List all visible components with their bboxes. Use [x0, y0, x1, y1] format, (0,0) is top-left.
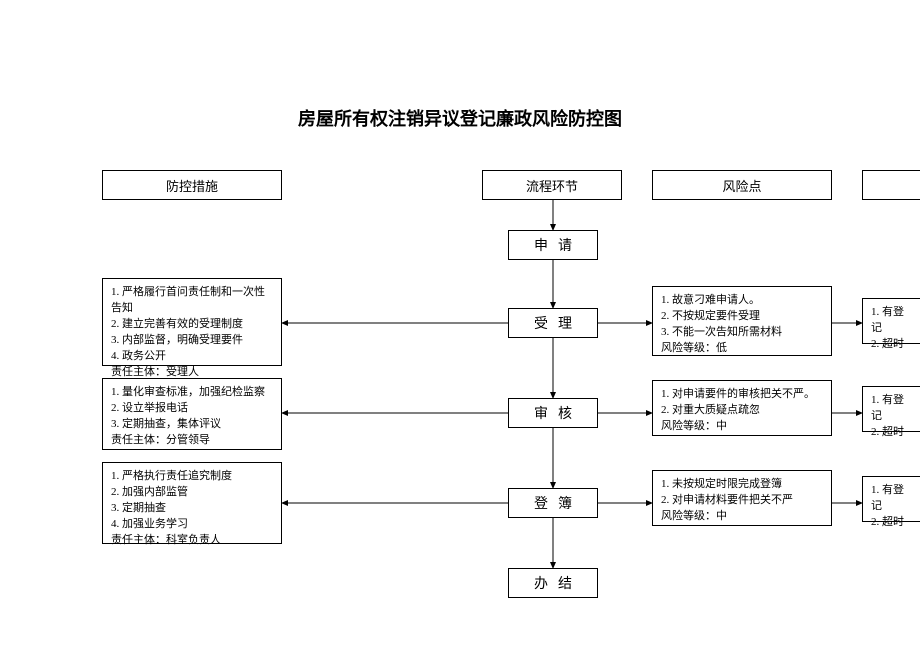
extra-review: 1. 有登记2. 超时: [862, 386, 920, 432]
content-line: 1. 量化审查标准，加强纪检监察: [111, 385, 273, 401]
content-line: 风险等级：中: [661, 419, 823, 435]
step-complete: 办结: [508, 568, 598, 598]
content-line: 2. 对申请材料要件把关不严: [661, 493, 823, 509]
content-line: 责任主体：科室负责人: [111, 533, 273, 549]
content-line: 2. 超时: [871, 337, 913, 353]
diagram-title: 房屋所有权注销异议登记廉政风险防控图: [0, 105, 920, 131]
content-line: 3. 定期抽查: [111, 501, 273, 517]
step-apply: 申请: [508, 230, 598, 260]
content-line: 4. 加强业务学习: [111, 517, 273, 533]
content-line: 风险等级：低: [661, 341, 823, 357]
content-line: 2. 对重大质疑点疏忽: [661, 403, 823, 419]
extra-accept: 1. 有登记2. 超时: [862, 298, 920, 344]
content-line: 1. 有登记: [871, 483, 913, 515]
content-line: 2. 不按规定要件受理: [661, 309, 823, 325]
content-line: 1. 严格履行首问责任制和一次性告知: [111, 285, 273, 317]
content-line: 责任主体：分管领导: [111, 433, 273, 449]
step-accept: 受理: [508, 308, 598, 338]
measures-review: 1. 量化审查标准，加强纪检监察2. 设立举报电话3. 定期抽查，集体评议责任主…: [102, 378, 282, 450]
content-line: 1. 未按规定时限完成登簿: [661, 477, 823, 493]
content-line: 2. 设立举报电话: [111, 401, 273, 417]
content-line: 2. 超时: [871, 425, 913, 441]
header-extra: [862, 170, 920, 200]
extra-register: 1. 有登记2. 超时: [862, 476, 920, 522]
header-process: 流程环节: [482, 170, 622, 200]
header-risks: 风险点: [652, 170, 832, 200]
content-line: 1. 有登记: [871, 305, 913, 337]
content-line: 3. 不能一次告知所需材料: [661, 325, 823, 341]
content-line: 风险等级：中: [661, 509, 823, 525]
measures-register: 1. 严格执行责任追究制度2. 加强内部监管3. 定期抽查4. 加强业务学习责任…: [102, 462, 282, 544]
measures-accept: 1. 严格履行首问责任制和一次性告知2. 建立完善有效的受理制度3. 内部监督，…: [102, 278, 282, 366]
content-line: 2. 加强内部监管: [111, 485, 273, 501]
content-line: 3. 内部监督，明确受理要件: [111, 333, 273, 349]
content-line: 3. 定期抽查，集体评议: [111, 417, 273, 433]
content-line: 1. 对申请要件的审核把关不严。: [661, 387, 823, 403]
header-measures: 防控措施: [102, 170, 282, 200]
content-line: 2. 超时: [871, 515, 913, 531]
content-line: 2. 建立完善有效的受理制度: [111, 317, 273, 333]
content-line: 1. 有登记: [871, 393, 913, 425]
content-line: 4. 政务公开: [111, 349, 273, 365]
risks-register: 1. 未按规定时限完成登簿2. 对申请材料要件把关不严风险等级：中: [652, 470, 832, 526]
risks-accept: 1. 故意刁难申请人。2. 不按规定要件受理3. 不能一次告知所需材料风险等级：…: [652, 286, 832, 356]
content-line: 1. 严格执行责任追究制度: [111, 469, 273, 485]
step-review: 审核: [508, 398, 598, 428]
risks-review: 1. 对申请要件的审核把关不严。2. 对重大质疑点疏忽风险等级：中: [652, 380, 832, 436]
step-register: 登簿: [508, 488, 598, 518]
content-line: 1. 故意刁难申请人。: [661, 293, 823, 309]
